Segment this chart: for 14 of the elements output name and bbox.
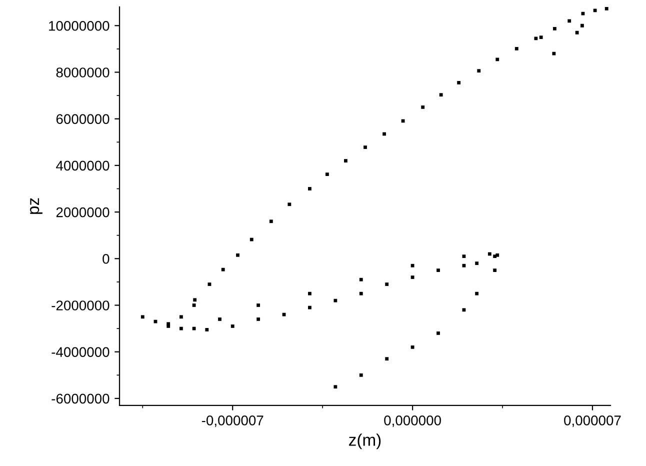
- y-tick-label: -6000000: [52, 394, 110, 404]
- x-tick-label: 0,000000: [384, 416, 441, 427]
- y-tick-label: 4000000: [56, 160, 110, 171]
- x-tick-label: 0,000007: [564, 416, 621, 427]
- y-tick-label: 2000000: [56, 207, 110, 218]
- y-axis-title: pz: [30, 198, 42, 214]
- y-tick-label: 8000000: [56, 68, 110, 78]
- y-tick-label: 10000000: [49, 20, 110, 31]
- x-tick-label: -0,000007: [202, 416, 264, 427]
- y-tick-label: -2000000: [52, 300, 110, 310]
- x-axis-title: z(m): [349, 434, 381, 450]
- y-tick-label: -4000000: [52, 347, 110, 357]
- y-tick-label: 0: [102, 254, 110, 264]
- y-tick-label: 6000000: [56, 114, 110, 124]
